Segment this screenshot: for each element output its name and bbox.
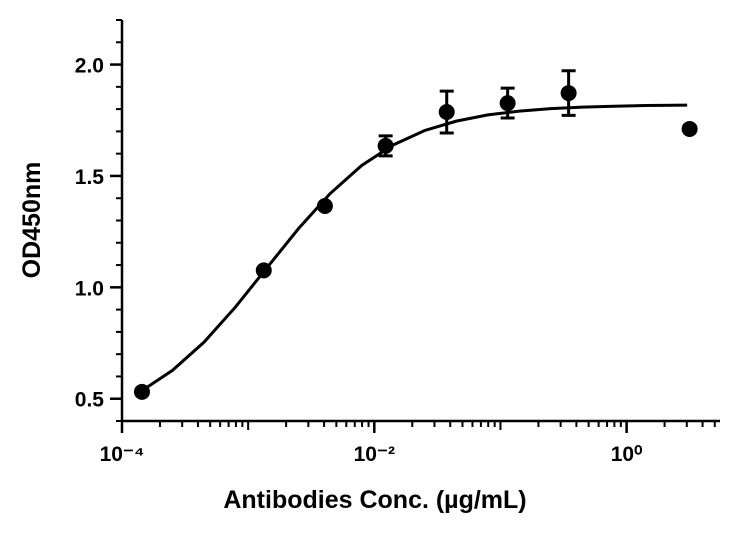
y-tick-label: 1.0: [75, 277, 104, 300]
data-point: [377, 137, 394, 154]
data-point: [681, 120, 698, 137]
x-tick-label: 10⁰: [611, 443, 643, 466]
x-tick-label: 10⁻²: [354, 443, 395, 466]
data-point: [316, 198, 333, 215]
data-point: [560, 85, 577, 102]
data-point: [255, 262, 272, 279]
x-tick-label: 10⁻⁴: [100, 443, 145, 466]
y-tick-label: 2.0: [75, 55, 104, 78]
x-axis-title: Antibodies Conc. (µg/mL): [223, 486, 526, 514]
fit-curve: [139, 103, 688, 393]
y-axis-title: OD450nm: [18, 162, 46, 279]
data-point: [133, 383, 150, 400]
y-tick-label: 0.5: [75, 389, 105, 412]
y-tick-label: 1.5: [75, 166, 105, 189]
data-point: [438, 104, 455, 121]
data-point: [499, 95, 516, 112]
